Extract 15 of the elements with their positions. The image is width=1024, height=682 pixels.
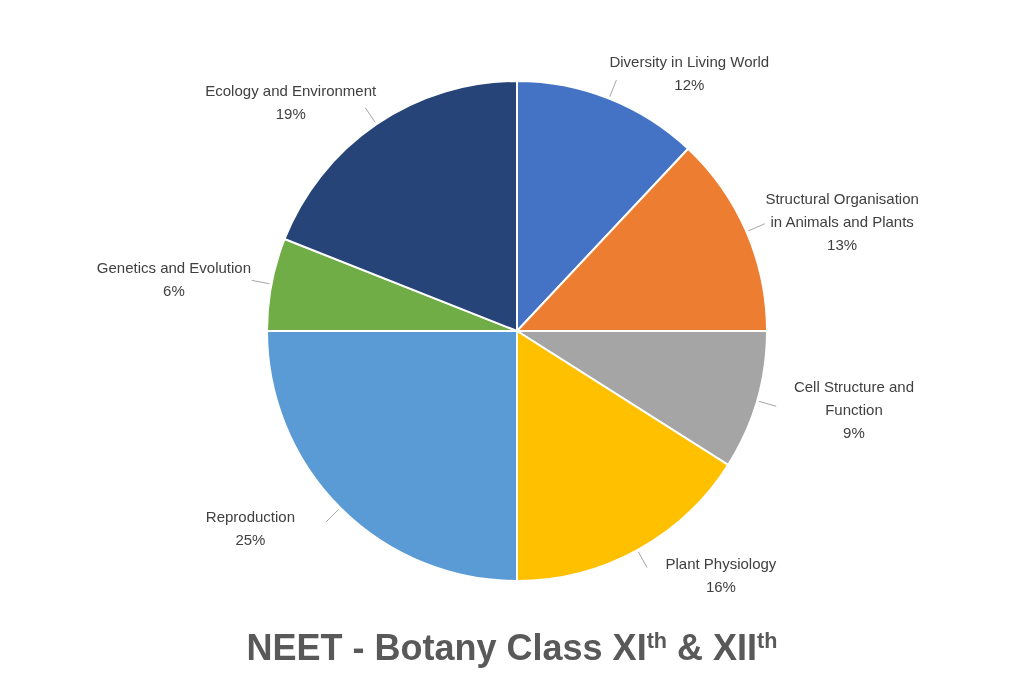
data-label: 12% <box>674 75 705 93</box>
data-label: 16% <box>705 577 736 595</box>
data-label: 19% <box>275 104 306 122</box>
slice-label: Diversity in Living World <box>609 52 770 70</box>
text: NEET - Botany Class XI$^{th}$ & XII$^{th}$ <box>246 627 778 668</box>
data-label: 25% <box>235 530 266 548</box>
slice-label: Plant Physiology <box>665 554 777 572</box>
data-label: 6% <box>163 281 185 299</box>
slice-label: Genetics and Evolution <box>96 258 252 276</box>
data-label: 13% <box>827 235 858 253</box>
slice-label: Cell Structure and Function <box>793 377 914 418</box>
data-label: 9% <box>843 423 865 441</box>
slice-label: Ecology and Environment <box>205 81 378 99</box>
slice-label: Reproduction <box>205 507 296 525</box>
slice-label: Structural Organisation in Animals and Plants <box>765 189 919 230</box>
